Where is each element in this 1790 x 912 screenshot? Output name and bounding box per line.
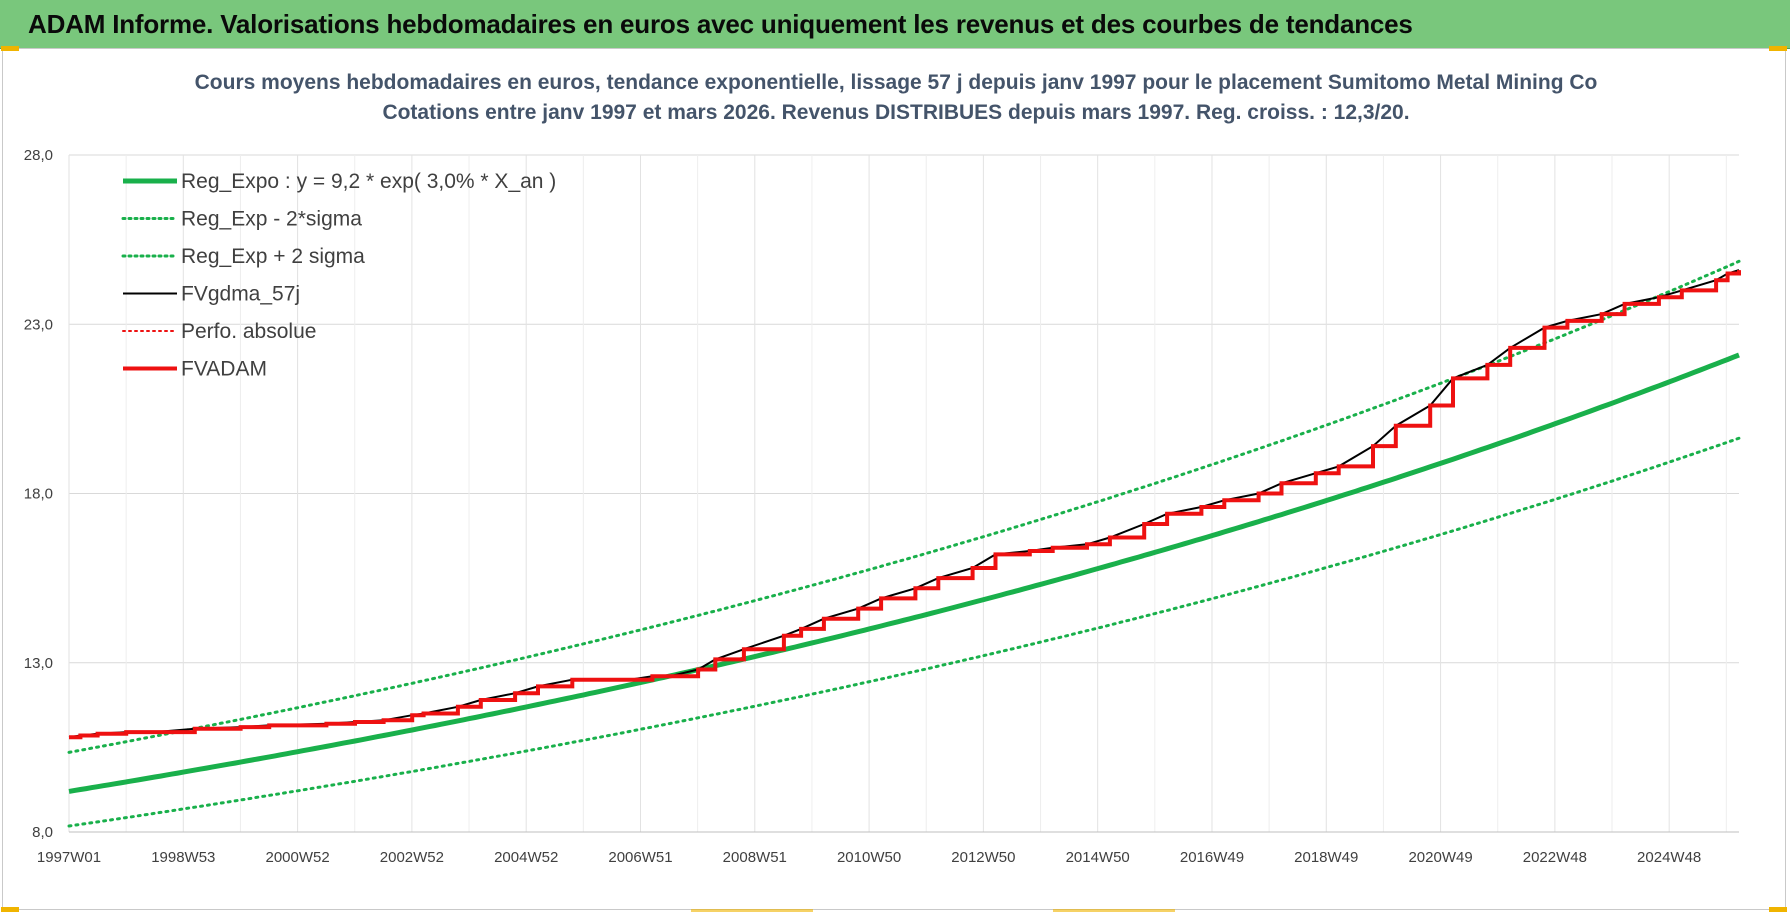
x-tick-label: 2002W52: [380, 849, 444, 866]
legend-label-perfo: Perfo. absolue: [181, 320, 316, 343]
legend-label-fvgdma: FVgdma_57j: [181, 283, 300, 306]
x-tick-label: 2022W48: [1523, 849, 1587, 866]
report-banner: ADAM Informe. Valorisations hebdomadaire…: [0, 0, 1790, 49]
panel-marker-bottom-2: [1053, 909, 1175, 912]
x-tick-label: 2018W49: [1294, 849, 1358, 866]
chart-panel: Cours moyens hebdomadaires en euros, ten…: [1, 46, 1787, 912]
chart-axes: 8,0 13,0 18,0 23,0 28,0 1997W01 1998W53 2000W52…: [24, 147, 1739, 866]
chart-title-line-1: Cours moyens hebdomadaires en euros, ten…: [195, 71, 1598, 94]
y-tick-label: 23,0: [24, 316, 53, 333]
legend-label-fvadam: FVADAM: [181, 358, 267, 381]
x-tick-label: 2016W49: [1180, 849, 1244, 866]
panel-corner-bottom-left: [1, 907, 19, 912]
chart-grid: [68, 154, 1739, 833]
series-line-fvgdma-57j: [68, 269, 1740, 739]
x-tick-label: 2020W49: [1408, 849, 1472, 866]
report-title: ADAM Informe. Valorisations hebdomadaire…: [28, 9, 1413, 39]
series-line-reg-plus-2sigma: [67, 259, 1741, 754]
x-tick-label: 2004W52: [494, 849, 558, 866]
x-tick-label: 2014W50: [1066, 849, 1130, 866]
chart-legend: Reg_Expo : y = 9,2 * exp( 3,0% * X_an ) R…: [121, 170, 556, 381]
x-tick-label: 2024W48: [1637, 849, 1701, 866]
series-line-reg-minus-2sigma: [67, 436, 1741, 828]
x-tick-label: 2006W51: [608, 849, 672, 866]
legend-label-reg_plus: Reg_Exp + 2 sigma: [181, 245, 365, 268]
chart-series: [67, 259, 1741, 828]
x-tick-label: 2008W51: [723, 849, 787, 866]
x-tick-label: 1998W53: [151, 849, 215, 866]
series-line-reg-expo: [68, 352, 1740, 794]
series-line-fvadam: [69, 270, 1741, 740]
y-tick-label: 18,0: [24, 486, 53, 503]
panel-corner-bottom-right: [1769, 907, 1787, 912]
x-tick-label: 2010W50: [837, 849, 901, 866]
panel-marker-bottom-1: [691, 909, 813, 912]
y-tick-label: 13,0: [24, 655, 53, 672]
y-tick-label: 8,0: [32, 824, 53, 841]
legend-label-reg_minus: Reg_Exp - 2*sigma: [181, 208, 362, 231]
line-chart: Cours moyens hebdomadaires en euros, ten…: [24, 71, 1741, 866]
chart-title-line-2: Cotations entre janv 1997 et mars 2026. …: [382, 101, 1409, 124]
chart-title-block: Cours moyens hebdomadaires en euros, ten…: [195, 71, 1598, 124]
legend-label-reg_expo: Reg_Expo : y = 9,2 * exp( 3,0% * X_an ): [181, 170, 556, 193]
x-tick-label: 1997W01: [37, 849, 101, 866]
panel-corner-top-right: [1769, 46, 1787, 51]
x-tick-label: 2012W50: [951, 849, 1015, 866]
x-tick-label: 2000W52: [265, 849, 329, 866]
y-tick-label: 28,0: [24, 147, 53, 164]
panel-corner-top-left: [1, 46, 19, 51]
